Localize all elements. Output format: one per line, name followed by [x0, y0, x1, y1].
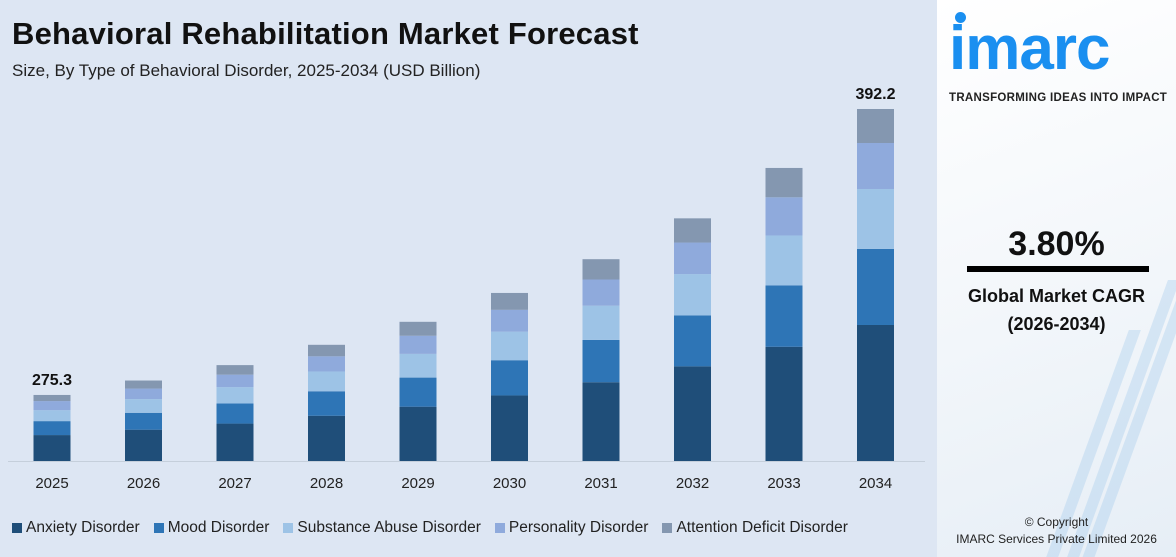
stacked-bar-chart: 2025 275.3 2026 2027 2028 2029 2030 2031 2032 203… — [8, 86, 925, 492]
cagr-period: (2026-2034) — [1007, 314, 1106, 334]
bar-segment-substance-abuse-disorder-2030 — [491, 331, 528, 361]
bar-segment-substance-abuse-disorder-2031 — [582, 305, 620, 340]
bar-segment-attention-deficit-disorder-2025 — [33, 394, 71, 402]
divider — [967, 266, 1149, 272]
bar-segment-mood-disorder-2030 — [491, 360, 528, 396]
cagr-label: Global Market CAGR — [967, 286, 1146, 306]
legend-label: Anxiety Disorder — [26, 519, 140, 536]
bar-segment-attention-deficit-disorder-2033 — [765, 167, 803, 198]
bar-segment-anxiety-disorder-2025 — [33, 435, 71, 461]
bar-segment-personality-disorder-2027 — [216, 374, 254, 388]
bar-segment-attention-deficit-disorder-2030 — [491, 292, 528, 310]
bar-segment-attention-deficit-disorder-2029 — [399, 321, 437, 336]
bar-segment-mood-disorder-2027 — [216, 403, 254, 424]
copyright-line1: © Copyright — [1024, 515, 1089, 529]
legend-swatch — [494, 523, 505, 533]
x-tick-label: 2027 — [218, 475, 251, 492]
x-tick-label: 2031 — [584, 475, 617, 492]
x-tick-label: 2029 — [401, 475, 434, 492]
bar-segment-anxiety-disorder-2031 — [582, 382, 620, 461]
bar-segment-substance-abuse-disorder-2025 — [33, 410, 71, 422]
bar-segment-substance-abuse-disorder-2029 — [399, 353, 437, 378]
legend-label: Personality Disorder — [508, 519, 649, 536]
bar-segment-anxiety-disorder-2027 — [216, 423, 254, 461]
legend-item: Attention Deficit Disorder — [662, 519, 848, 537]
legend-swatch — [283, 523, 294, 533]
bar-segment-substance-abuse-disorder-2027 — [216, 387, 254, 404]
copyright: © Copyright IMARC Services Private Limit… — [937, 514, 1176, 548]
bar-segment-substance-abuse-disorder-2026 — [125, 399, 162, 413]
legend-label: Attention Deficit Disorder — [676, 519, 848, 536]
x-tick-label: 2034 — [859, 475, 892, 492]
bar-segment-personality-disorder-2033 — [765, 197, 803, 236]
bar-segment-personality-disorder-2029 — [399, 335, 437, 354]
legend-item: Anxiety Disorder — [12, 519, 140, 537]
x-tick-label: 2030 — [493, 475, 526, 492]
copyright-line2: IMARC Services Private Limited 2026 — [956, 532, 1157, 546]
x-tick-label: 2033 — [767, 475, 800, 492]
bar-segment-attention-deficit-disorder-2032 — [674, 218, 711, 243]
bar-segment-personality-disorder-2031 — [582, 279, 620, 306]
bar-segment-anxiety-disorder-2032 — [674, 366, 711, 461]
bar-segment-mood-disorder-2032 — [674, 315, 711, 367]
bar-segment-mood-disorder-2026 — [125, 412, 162, 430]
bar-segment-anxiety-disorder-2033 — [765, 346, 803, 461]
bar-segment-attention-deficit-disorder-2026 — [125, 380, 162, 389]
x-tick-label: 2026 — [127, 475, 160, 492]
bar-segment-personality-disorder-2030 — [491, 309, 528, 332]
bar-segment-personality-disorder-2028 — [308, 356, 345, 372]
bar-segment-anxiety-disorder-2034 — [857, 324, 894, 461]
bar-segment-substance-abuse-disorder-2028 — [308, 371, 345, 392]
x-tick-label: 2025 — [35, 475, 68, 492]
data-label-2034: 392.2 — [855, 86, 895, 103]
x-tick-label: 2032 — [676, 475, 709, 492]
bar-segment-personality-disorder-2026 — [125, 388, 162, 400]
bar-segment-anxiety-disorder-2026 — [125, 429, 162, 461]
bar-segment-personality-disorder-2034 — [857, 143, 894, 189]
legend-item: Mood Disorder — [153, 519, 270, 537]
bar-segment-anxiety-disorder-2029 — [399, 406, 437, 461]
legend-item: Personality Disorder — [494, 519, 649, 537]
bar-segment-mood-disorder-2033 — [765, 285, 803, 347]
legend-label: Mood Disorder — [167, 519, 270, 536]
legend-swatch — [662, 523, 673, 533]
bar-segment-anxiety-disorder-2030 — [491, 395, 528, 461]
legend-swatch — [12, 523, 22, 533]
bar-segment-attention-deficit-disorder-2027 — [216, 365, 254, 375]
bar-segment-attention-deficit-disorder-2031 — [582, 259, 620, 280]
bar-segment-mood-disorder-2031 — [582, 339, 620, 383]
bar-segment-substance-abuse-disorder-2032 — [674, 274, 711, 316]
chart-title: Behavioral Rehabilitation Market Forecas… — [12, 16, 639, 51]
x-tick-label: 2028 — [310, 475, 343, 492]
bar-segment-mood-disorder-2025 — [33, 421, 71, 436]
bar-segment-personality-disorder-2032 — [674, 242, 711, 275]
logo-tagline: TRANSFORMING IDEAS INTO IMPACT — [949, 92, 1168, 104]
bar-segment-mood-disorder-2028 — [308, 391, 345, 416]
bar-segment-mood-disorder-2034 — [857, 248, 894, 325]
legend-label: Substance Abuse Disorder — [297, 519, 481, 536]
bar-segment-attention-deficit-disorder-2034 — [857, 109, 894, 144]
cagr-value: 3.80% — [1008, 225, 1105, 263]
bar-segment-attention-deficit-disorder-2028 — [308, 344, 345, 357]
logo-dot — [955, 12, 966, 23]
bar-segment-anxiety-disorder-2028 — [308, 415, 345, 461]
legend: Anxiety Disorder Mood Disorder Substance A… — [12, 519, 848, 537]
side-panel: imarc TRANSFORMING IDEAS INTO IMPACT 3.8… — [937, 0, 1176, 557]
bar-segment-mood-disorder-2029 — [399, 377, 437, 407]
bar-segment-personality-disorder-2025 — [33, 401, 71, 411]
legend-swatch — [153, 523, 164, 533]
legend-item: Substance Abuse Disorder — [283, 519, 481, 537]
bar-segment-substance-abuse-disorder-2033 — [765, 235, 803, 286]
data-label-2025: 275.3 — [32, 372, 72, 389]
chart-subtitle: Size, By Type of Behavioral Disorder, 20… — [12, 61, 481, 80]
bar-segment-substance-abuse-disorder-2034 — [857, 188, 894, 249]
imarc-logo: imarc — [949, 14, 1110, 83]
